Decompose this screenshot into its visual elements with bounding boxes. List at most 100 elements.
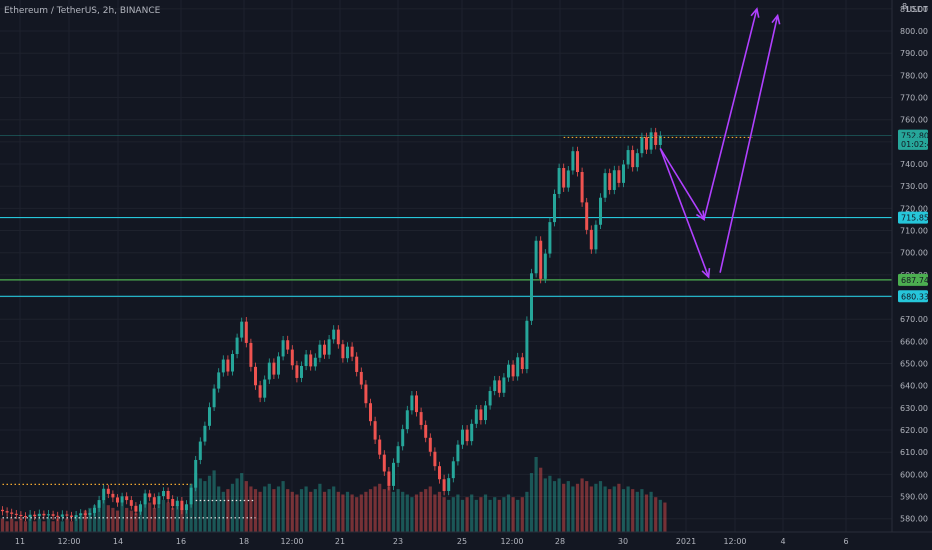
time-tick-label: 4	[780, 537, 785, 546]
candle-body	[502, 377, 506, 393]
volume-bar	[479, 497, 483, 532]
candle-body	[309, 354, 313, 367]
grid	[0, 0, 892, 532]
volume-bar	[345, 491, 350, 532]
volume-bar	[410, 497, 414, 532]
candle	[221, 355, 225, 377]
projection-arrows[interactable]	[659, 7, 781, 279]
volume-bar	[194, 473, 198, 532]
price-axis[interactable]	[892, 0, 932, 532]
candle-body	[608, 173, 612, 190]
candle	[447, 473, 451, 496]
candle-body	[387, 471, 391, 486]
candle-body	[369, 403, 372, 422]
candle-body	[433, 451, 437, 467]
volume-bar	[79, 513, 83, 532]
candle	[249, 338, 253, 372]
candle	[166, 487, 170, 503]
candle-body	[497, 380, 501, 393]
volume-bar	[74, 515, 78, 532]
volume-bar	[295, 494, 299, 532]
candle-body	[263, 379, 267, 398]
volume-bar	[433, 494, 437, 532]
candle-body	[120, 496, 124, 503]
candle	[217, 368, 221, 393]
volume-bar	[281, 481, 285, 532]
candle	[10, 508, 14, 518]
candle-body	[553, 193, 556, 223]
volume-bar	[180, 507, 184, 532]
volume-bar	[456, 494, 460, 532]
candle-body	[70, 515, 73, 517]
volume-bar	[382, 489, 386, 532]
candles[interactable]	[1, 127, 662, 522]
candle	[1, 506, 4, 516]
candle	[277, 352, 280, 379]
candle-body	[51, 514, 55, 516]
candle	[511, 360, 515, 381]
price-tag-box	[898, 273, 928, 286]
volume-bar	[391, 491, 396, 532]
volume-bar	[212, 470, 216, 532]
price-tick-label: 630.00	[900, 404, 928, 413]
candle-body	[185, 504, 188, 511]
time-tick-label: 12:00	[500, 537, 523, 546]
candle	[612, 165, 616, 195]
candle	[525, 316, 529, 374]
price-tick-label: 670.00	[900, 315, 928, 324]
candle	[83, 509, 87, 520]
volume-bar	[428, 486, 432, 532]
candle-body	[599, 197, 602, 225]
volume-bar	[529, 473, 534, 532]
volume-bar	[401, 491, 405, 532]
candle	[185, 500, 188, 514]
candle	[24, 512, 27, 522]
candle	[180, 496, 184, 515]
candle-body	[47, 514, 50, 516]
candle	[359, 367, 363, 390]
time-tick-label: 12:00	[723, 537, 746, 546]
candle	[295, 360, 299, 383]
volume-bar	[640, 489, 644, 532]
volume-bar	[506, 494, 511, 532]
candle	[70, 511, 73, 522]
candle	[148, 489, 152, 502]
price-tag-box	[898, 137, 928, 150]
candle-body	[42, 513, 46, 516]
candle	[428, 433, 432, 457]
volume-bar	[33, 521, 37, 532]
time-tick-label: 12:00	[57, 537, 80, 546]
candle	[617, 165, 621, 188]
volume-bar	[23, 521, 28, 532]
candle	[74, 510, 78, 521]
candle	[396, 441, 400, 468]
candle-body	[645, 137, 648, 150]
candle-body	[313, 357, 317, 367]
candle-body	[580, 172, 584, 203]
candle	[589, 225, 593, 254]
volume-bar	[111, 507, 115, 532]
price-tick-label: 710.00	[900, 227, 928, 236]
volume-bar	[65, 518, 69, 532]
volume-bar	[258, 491, 262, 532]
candle-body	[106, 488, 110, 494]
candle-body	[364, 384, 368, 404]
time-tick-label: 28	[555, 537, 565, 546]
candle-body	[258, 385, 262, 398]
candle	[79, 509, 83, 520]
candle-body	[350, 346, 354, 357]
candle	[608, 168, 612, 195]
candle	[332, 325, 336, 344]
volume-bar	[69, 521, 74, 532]
volume-bar	[106, 505, 110, 532]
candle-body	[378, 439, 382, 455]
candle	[631, 145, 635, 172]
candle-body	[244, 321, 248, 343]
candle	[433, 447, 437, 471]
candle-body	[635, 153, 639, 168]
candle	[580, 167, 584, 207]
volume-bar	[203, 481, 207, 532]
candle-body	[267, 362, 271, 380]
price-tag: 680.33	[898, 290, 929, 303]
